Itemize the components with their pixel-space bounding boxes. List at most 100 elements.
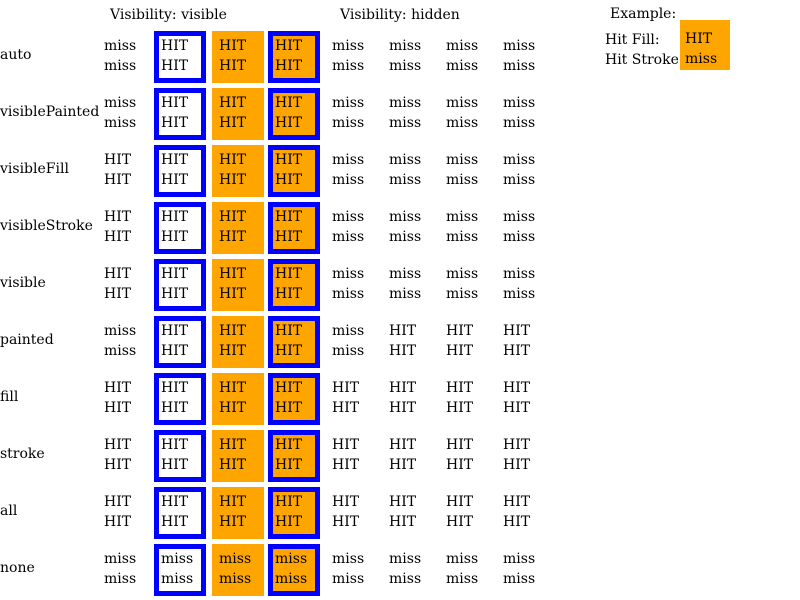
fill-result: miss [104, 551, 137, 567]
stroke-result: miss [104, 571, 137, 587]
stroke-result: miss [503, 229, 536, 245]
example-swatch: HIT miss [680, 20, 730, 70]
hit-test-cell: miss miss [332, 31, 384, 83]
stroke-result: miss [503, 115, 536, 131]
stroke-result: miss [446, 58, 479, 74]
example-title: Example: [610, 6, 677, 22]
stroke-result: HIT [389, 400, 417, 416]
hit-test-cell: HIT HIT [212, 487, 264, 539]
hit-test-cell: HIT HIT [332, 430, 384, 482]
hit-test-cell: miss miss [212, 544, 264, 596]
hit-test-cell: HIT HIT [104, 145, 156, 197]
hit-test-cell: HIT HIT [446, 316, 498, 368]
fill-result: HIT [503, 323, 531, 339]
fill-result: miss [104, 323, 137, 339]
stroke-result: HIT [161, 514, 189, 530]
fill-result: HIT [219, 266, 247, 282]
fill-result: HIT [161, 38, 189, 54]
fill-result: HIT [446, 437, 474, 453]
fill-result: HIT [104, 380, 132, 396]
hit-test-cell: HIT HIT [212, 259, 264, 311]
hit-test-cell: HIT HIT [446, 487, 498, 539]
fill-result: HIT [275, 323, 303, 339]
stroke-result: miss [446, 286, 479, 302]
fill-result: miss [389, 551, 422, 567]
hit-test-cell: miss miss [389, 88, 441, 140]
fill-result: miss [446, 152, 479, 168]
stroke-result: miss [503, 58, 536, 74]
stroke-result: HIT [219, 229, 247, 245]
fill-result: HIT [104, 494, 132, 510]
stroke-result: miss [332, 172, 365, 188]
stroke-result: miss [446, 115, 479, 131]
fill-result: HIT [446, 323, 474, 339]
hit-test-cell: miss miss [389, 544, 441, 596]
hit-test-cell: HIT HIT [154, 202, 206, 254]
stroke-result: HIT [219, 514, 247, 530]
stroke-result: miss [389, 58, 422, 74]
hit-test-cell: HIT HIT [104, 487, 156, 539]
hit-test-cell: HIT HIT [212, 202, 264, 254]
stroke-result: HIT [104, 514, 132, 530]
example-fill-value: HIT [685, 31, 713, 47]
hit-test-cell: miss miss [332, 202, 384, 254]
stroke-result: miss [104, 115, 137, 131]
stroke-result: HIT [446, 457, 474, 473]
fill-result: HIT [275, 494, 303, 510]
fill-result: HIT [389, 437, 417, 453]
row-label: painted [0, 332, 54, 348]
hit-test-cell: miss miss [104, 544, 156, 596]
fill-result: HIT [161, 494, 189, 510]
stroke-result: HIT [275, 115, 303, 131]
example-stroke-value: miss [685, 51, 718, 67]
stroke-result: HIT [275, 172, 303, 188]
fill-result: HIT [219, 152, 247, 168]
hit-test-cell: miss miss [389, 145, 441, 197]
stroke-result: miss [219, 571, 252, 587]
stroke-result: miss [503, 571, 536, 587]
stroke-result: HIT [332, 514, 360, 530]
hit-test-cell: HIT HIT [212, 373, 264, 425]
stroke-result: HIT [161, 58, 189, 74]
fill-result: HIT [503, 494, 531, 510]
hit-test-cell: HIT HIT [154, 145, 206, 197]
example-legend: Example: Hit Fill: Hit Stroke: HIT miss [605, 5, 735, 75]
hit-test-cell: HIT HIT [104, 430, 156, 482]
hit-test-cell: HIT HIT [268, 373, 320, 425]
hit-test-cell: miss miss [389, 259, 441, 311]
stroke-result: HIT [446, 343, 474, 359]
stroke-result: HIT [219, 343, 247, 359]
hit-test-cell: miss miss [332, 88, 384, 140]
hit-test-cell: HIT HIT [446, 430, 498, 482]
stroke-result: miss [446, 172, 479, 188]
stroke-result: miss [503, 286, 536, 302]
stroke-result: HIT [275, 286, 303, 302]
stroke-result: HIT [446, 400, 474, 416]
stroke-result: HIT [161, 229, 189, 245]
stroke-result: HIT [275, 400, 303, 416]
hit-test-cell: miss miss [332, 145, 384, 197]
hit-test-cell: HIT HIT [268, 88, 320, 140]
fill-result: HIT [219, 95, 247, 111]
fill-result: HIT [275, 95, 303, 111]
stroke-result: HIT [275, 514, 303, 530]
stroke-result: HIT [161, 172, 189, 188]
hit-test-cell: miss miss [503, 544, 555, 596]
stroke-result: HIT [332, 400, 360, 416]
fill-result: miss [503, 152, 536, 168]
hit-test-cell: HIT HIT [212, 31, 264, 83]
fill-result: HIT [219, 209, 247, 225]
hit-test-cell: HIT HIT [212, 145, 264, 197]
hit-test-cell: HIT HIT [503, 373, 555, 425]
fill-result: miss [332, 323, 365, 339]
stroke-result: HIT [389, 343, 417, 359]
hit-test-cell: miss miss [446, 31, 498, 83]
hit-test-cell: miss miss [446, 259, 498, 311]
fill-result: HIT [161, 266, 189, 282]
fill-result: HIT [503, 437, 531, 453]
hit-test-cell: miss miss [104, 88, 156, 140]
fill-result: HIT [161, 437, 189, 453]
fill-result: miss [503, 209, 536, 225]
fill-result: miss [389, 266, 422, 282]
stroke-result: HIT [219, 400, 247, 416]
